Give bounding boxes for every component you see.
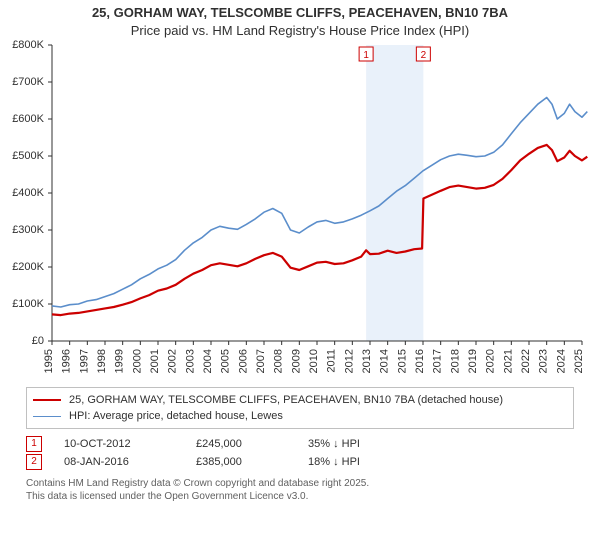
svg-text:2024: 2024 (555, 349, 567, 373)
svg-text:2006: 2006 (237, 349, 249, 373)
transaction-marker: 1 (26, 436, 42, 452)
title-line-1: 25, GORHAM WAY, TELSCOMBE CLIFFS, PEACEH… (0, 4, 600, 22)
transaction-date: 08-JAN-2016 (64, 456, 174, 468)
svg-text:£200K: £200K (12, 261, 44, 273)
svg-text:2013: 2013 (361, 349, 373, 373)
legend-swatch (33, 399, 61, 401)
svg-text:£100K: £100K (12, 298, 44, 310)
transaction-row: 1 10-OCT-2012 £245,000 35% ↓ HPI (26, 435, 574, 453)
svg-text:2015: 2015 (396, 349, 408, 373)
legend-label: HPI: Average price, detached house, Lewe… (69, 410, 283, 422)
footnote-line-1: Contains HM Land Registry data © Crown c… (26, 477, 574, 490)
svg-text:2025: 2025 (573, 349, 585, 373)
svg-text:£700K: £700K (12, 76, 44, 88)
svg-text:1999: 1999 (114, 349, 126, 373)
transaction-marker: 2 (26, 454, 42, 470)
legend-item: 25, GORHAM WAY, TELSCOMBE CLIFFS, PEACEH… (33, 392, 567, 408)
chart-title: 25, GORHAM WAY, TELSCOMBE CLIFFS, PEACEH… (0, 0, 600, 39)
svg-text:2023: 2023 (538, 349, 550, 373)
svg-text:2009: 2009 (290, 349, 302, 373)
svg-text:£0: £0 (32, 335, 44, 347)
svg-text:£800K: £800K (12, 39, 44, 51)
svg-text:2011: 2011 (326, 349, 338, 373)
svg-text:£500K: £500K (12, 150, 44, 162)
svg-text:1998: 1998 (96, 349, 108, 373)
legend-swatch (33, 416, 61, 417)
legend: 25, GORHAM WAY, TELSCOMBE CLIFFS, PEACEH… (26, 387, 574, 429)
svg-text:2000: 2000 (131, 349, 143, 373)
svg-text:2010: 2010 (308, 349, 320, 373)
svg-text:£600K: £600K (12, 113, 44, 125)
svg-text:1995: 1995 (43, 349, 55, 373)
svg-text:2018: 2018 (449, 349, 461, 373)
svg-text:2014: 2014 (379, 349, 391, 373)
transaction-price: £385,000 (196, 456, 286, 468)
svg-text:1: 1 (363, 50, 369, 61)
legend-label: 25, GORHAM WAY, TELSCOMBE CLIFFS, PEACEH… (69, 394, 503, 406)
svg-text:2019: 2019 (467, 349, 479, 373)
svg-text:2016: 2016 (414, 349, 426, 373)
svg-text:2017: 2017 (432, 349, 444, 373)
svg-text:2021: 2021 (502, 349, 514, 373)
svg-text:2007: 2007 (255, 349, 267, 373)
footnote-line-2: This data is licensed under the Open Gov… (26, 490, 574, 503)
svg-text:2003: 2003 (184, 349, 196, 373)
svg-text:2022: 2022 (520, 349, 532, 373)
svg-text:2020: 2020 (485, 349, 497, 373)
transaction-date: 10-OCT-2012 (64, 438, 174, 450)
svg-text:2001: 2001 (149, 349, 161, 373)
line-chart: £0 £100K £200K £300K £400K £500K £600K £700K £80… (8, 39, 588, 379)
svg-text:2004: 2004 (202, 349, 214, 373)
svg-text:2002: 2002 (167, 349, 179, 373)
legend-item: HPI: Average price, detached house, Lewe… (33, 408, 567, 424)
transaction-row: 2 08-JAN-2016 £385,000 18% ↓ HPI (26, 453, 574, 471)
svg-text:2008: 2008 (273, 349, 285, 373)
transaction-diff: 35% ↓ HPI (308, 438, 428, 450)
svg-text:£300K: £300K (12, 224, 44, 236)
footnote: Contains HM Land Registry data © Crown c… (26, 477, 574, 503)
svg-text:1997: 1997 (78, 349, 90, 373)
transaction-diff: 18% ↓ HPI (308, 456, 428, 468)
transaction-price: £245,000 (196, 438, 286, 450)
svg-text:£400K: £400K (12, 187, 44, 199)
svg-text:2012: 2012 (343, 349, 355, 373)
chart-area: £0 £100K £200K £300K £400K £500K £600K £700K £80… (8, 39, 600, 379)
svg-text:1996: 1996 (61, 349, 73, 373)
transactions-table: 1 10-OCT-2012 £245,000 35% ↓ HPI 2 08-JAN-201… (26, 435, 574, 471)
svg-text:2005: 2005 (220, 349, 232, 373)
title-line-2: Price paid vs. HM Land Registry's House … (0, 22, 600, 40)
svg-text:2: 2 (421, 50, 427, 61)
